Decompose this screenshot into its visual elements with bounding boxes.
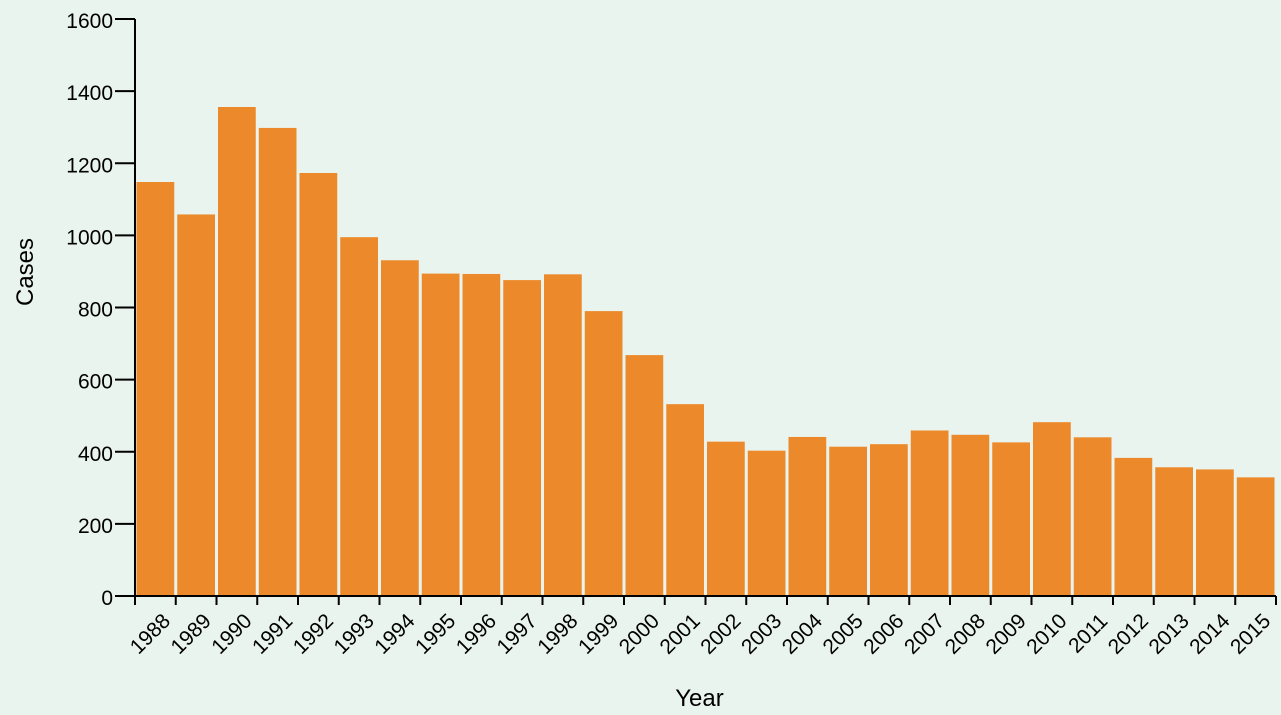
x-tick-label: 1990 — [207, 609, 256, 658]
bar-1993 — [340, 237, 378, 596]
x-tick-label: 1988 — [126, 609, 175, 658]
x-tick-label: 2012 — [1104, 609, 1153, 658]
x-tick-label: 2003 — [737, 609, 786, 658]
x-tick-label: 1989 — [167, 609, 216, 658]
bar-1988 — [136, 182, 175, 596]
bar-2005 — [829, 446, 867, 596]
x-tick-label: 2007 — [900, 609, 949, 658]
x-tick-label: 2005 — [819, 609, 868, 658]
bar-1992 — [299, 172, 338, 596]
bar-2007 — [910, 430, 949, 596]
bar-2014 — [1196, 469, 1234, 596]
y-axis-title: Cases — [12, 238, 39, 306]
bar-2001 — [666, 404, 704, 596]
y-tick-label: 800 — [78, 299, 113, 322]
x-tick-label: 2015 — [1226, 609, 1275, 658]
x-tick-label: 2011 — [1064, 609, 1112, 657]
x-tick-label: 2006 — [859, 609, 908, 658]
x-axis: 1988198919901991199219931994199519961997… — [126, 595, 1277, 659]
bar-2008 — [951, 434, 990, 596]
bar-2012 — [1114, 457, 1153, 596]
y-tick-label: 0 — [101, 587, 113, 610]
x-tick-label: 1992 — [289, 609, 338, 658]
bar-1997 — [503, 280, 541, 596]
bar-1994 — [381, 260, 419, 596]
bar-1990 — [218, 106, 256, 597]
x-tick-label: 2014 — [1185, 609, 1235, 659]
bar-2009 — [992, 442, 1030, 596]
y-tick-label: 600 — [78, 371, 113, 394]
bar-2011 — [1073, 437, 1112, 596]
x-tick-label: 2008 — [941, 609, 990, 658]
x-tick-label: 1993 — [330, 609, 379, 658]
x-tick-label: 1996 — [452, 609, 501, 658]
x-axis-title: Year — [675, 685, 724, 712]
x-tick-label: 1997 — [493, 609, 542, 658]
bars — [136, 106, 1275, 597]
x-tick-label: 2001 — [656, 609, 705, 658]
bar-2010 — [1033, 422, 1071, 596]
x-tick-label: 2004 — [778, 609, 828, 659]
x-tick-label: 1999 — [574, 609, 623, 658]
bar-2015 — [1236, 477, 1275, 596]
x-tick-label: 1998 — [533, 609, 582, 658]
bar-1989 — [177, 214, 215, 597]
x-tick-label: 2013 — [1145, 609, 1194, 658]
bar-1998 — [544, 274, 582, 596]
x-tick-label: 2009 — [982, 609, 1031, 658]
x-tick-label: 2000 — [615, 609, 664, 658]
bar-1996 — [462, 273, 501, 596]
bar-2000 — [625, 355, 664, 596]
y-tick-label: 400 — [78, 443, 113, 466]
bar-1991 — [258, 127, 297, 596]
y-axis: 0 200 400 600 800 1000 1200 1400 1600 — [66, 10, 136, 610]
x-tick-label: 2010 — [1022, 609, 1071, 658]
x-tick-label: 1991 — [248, 609, 297, 658]
bar-1995 — [421, 273, 460, 596]
y-tick-label: 1600 — [66, 10, 113, 33]
x-tick-label: 2002 — [696, 609, 745, 658]
x-tick-label: 1994 — [370, 609, 420, 659]
y-tick-label: 1000 — [66, 226, 113, 249]
bar-2004 — [788, 436, 827, 596]
bar-2003 — [747, 450, 786, 596]
y-tick-label: 200 — [78, 515, 113, 538]
x-tick-label: 1995 — [411, 609, 460, 658]
bar-1999 — [584, 311, 623, 596]
bar-2013 — [1155, 467, 1193, 596]
bar-2006 — [870, 444, 908, 596]
y-tick-label: 1200 — [66, 154, 113, 177]
y-tick-label: 1400 — [66, 82, 113, 105]
bar-2002 — [707, 441, 745, 596]
